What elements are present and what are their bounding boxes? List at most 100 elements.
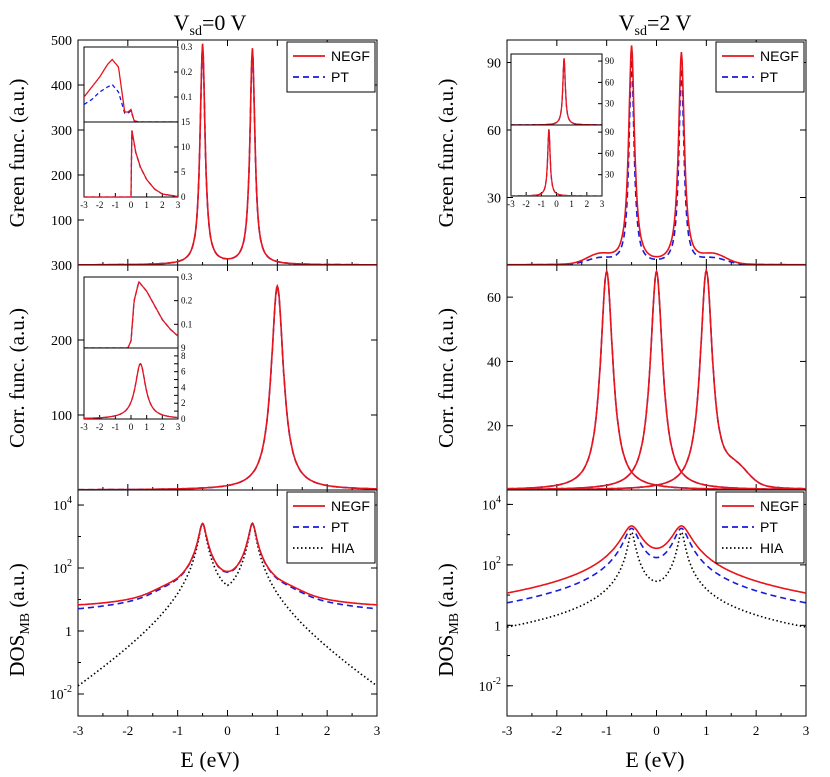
inset-x-tick-label: -2: [96, 200, 104, 210]
y-tick-label: 300: [51, 259, 72, 274]
inset-x-tick-label: 1: [144, 422, 149, 432]
inset-y-tick-label: 2: [181, 398, 186, 408]
x-tick-label: 2: [753, 723, 760, 738]
series-line-pt: [507, 268, 806, 490]
y-tick-label: 100: [51, 409, 72, 424]
inset-x-tick-label: -1: [112, 200, 120, 210]
x-tick-label: -1: [601, 723, 612, 738]
inset-y-tick-label: 4: [181, 382, 186, 392]
ylabel-dos-left: DOSMB (a.u.): [5, 563, 33, 676]
inset-top: 0.1 0.2 0.3: [83, 272, 193, 349]
inset-x-tick-label: -1: [112, 422, 120, 432]
legend-label-pt: PT: [760, 69, 778, 85]
y-tick-label: 90: [487, 57, 501, 72]
y-tick-label: 102: [53, 558, 72, 577]
y-tick-label: 1: [65, 625, 72, 640]
series-line-pt: [507, 268, 806, 490]
inset-x-tick-label: 0: [554, 199, 559, 209]
ylabel-green-left: Green func. (a.u.): [5, 79, 29, 228]
x-tick-label: -2: [551, 723, 562, 738]
y-tick-label: 10-2: [50, 684, 72, 703]
x-tick-label: 1: [274, 723, 281, 738]
y-tick-label: 100: [51, 214, 72, 229]
ylabel-corr-left: Corr. func. (a.u.): [5, 308, 29, 448]
series-line-hia: [507, 530, 806, 628]
legend: NEGF PT: [286, 41, 376, 93]
inset-x-tick-label: 2: [160, 422, 165, 432]
series-line-negf: [507, 268, 806, 490]
legend-label-negf: NEGF: [760, 498, 799, 514]
inset-y-tick-label: 5: [181, 167, 186, 177]
inset-y-tick-label: 0.1: [181, 319, 192, 329]
inset-y-tick-label: 0.1: [181, 92, 192, 102]
inset-x-tick-label: -3: [80, 422, 88, 432]
series-line-pt: [507, 527, 806, 604]
y-tick-label: 60: [487, 124, 501, 139]
inset-y-tick-label: 90: [605, 127, 615, 137]
legend-box: [715, 491, 805, 564]
inset-y-tick-label: 15: [181, 117, 191, 127]
legend-label-negf: NEGF: [760, 48, 799, 64]
y-tick-label: 104: [53, 495, 72, 514]
inset-x-tick-label: 0: [129, 422, 134, 432]
y-tick-label: 104: [482, 494, 501, 513]
inset-y-tick-label: 0.3: [181, 42, 193, 52]
inset-x-tick-label: -2: [522, 199, 530, 209]
y-tick-label: 102: [482, 555, 501, 574]
xlabel-right: E (eV): [625, 747, 684, 772]
inset-top: 0.1 0.2 0.3: [83, 42, 193, 123]
x-tick-label: 1: [703, 723, 710, 738]
column-title-vsd0: Vsd=0 V: [174, 10, 247, 39]
x-tick-label: -2: [122, 723, 133, 738]
inset-y-tick-label: 60: [605, 148, 615, 158]
legend-box: [286, 491, 376, 564]
inset-x-tick-label: 1: [144, 200, 149, 210]
inset-y-tick-label: 6: [181, 367, 186, 377]
inset-x-tick-label: 2: [585, 199, 590, 209]
xlabel-left: E (eV): [180, 747, 239, 772]
inset-y-tick-label: 30: [605, 99, 615, 109]
inset-y-tick-label: 30: [605, 170, 615, 180]
plot-frame: [506, 264, 807, 491]
ylabel-green-right: Green func. (a.u.): [434, 79, 458, 228]
inset-y-tick-label: 90: [605, 56, 615, 66]
legend-box: [286, 41, 376, 93]
series-line-hia: [78, 522, 377, 687]
y-tick-label: 200: [51, 334, 72, 349]
inset-x-tick-label: 0: [129, 200, 134, 210]
inset-series-negf: [84, 130, 178, 197]
legend: NEGF PT HIA: [286, 491, 376, 564]
y-tick-label: 20: [487, 420, 501, 435]
legend-label-negf: NEGF: [331, 48, 370, 64]
inset-series-negf: [84, 58, 178, 122]
y-tick-label: 200: [51, 169, 72, 184]
inset-y-tick-label: 0.2: [181, 296, 192, 306]
inset-x-tick-label: 3: [176, 200, 181, 210]
inset-x-tick-label: 3: [176, 422, 181, 432]
ylabel-dos-right: DOSMB (a.u.): [434, 563, 462, 676]
inset-y-tick-label: 0: [181, 414, 186, 424]
inset-bottom: 30 60 90 -3 -2 -1 0 1 2 3: [507, 124, 615, 209]
legend-label-negf: NEGF: [331, 498, 370, 514]
series-line-pt: [507, 268, 806, 490]
legend-box: [715, 41, 805, 93]
inset-x-tick-label: -2: [96, 422, 104, 432]
inset-y-tick-label: 0.2: [181, 67, 192, 77]
legend: NEGF PT HIA: [715, 491, 805, 564]
panel-dos-vsd2: -3 -2 -1 0 1 2 3 10-2 1 102 104 NEGF PT HIA: [479, 489, 810, 738]
inset-x-tick-label: -3: [507, 199, 515, 209]
x-tick-label: 3: [803, 723, 810, 738]
x-tick-label: -1: [172, 723, 183, 738]
inset-frame: [83, 347, 179, 420]
inset-frame: [510, 53, 603, 126]
x-tick-label: 3: [374, 723, 381, 738]
inset-y-tick-label: 0: [181, 192, 186, 202]
inset-y-tick-label: 60: [605, 77, 615, 87]
series-line-negf: [507, 45, 806, 265]
inset-x-tick-label: 2: [160, 200, 165, 210]
ylabel-corr-right: Corr. func. (a.u.): [434, 308, 458, 448]
